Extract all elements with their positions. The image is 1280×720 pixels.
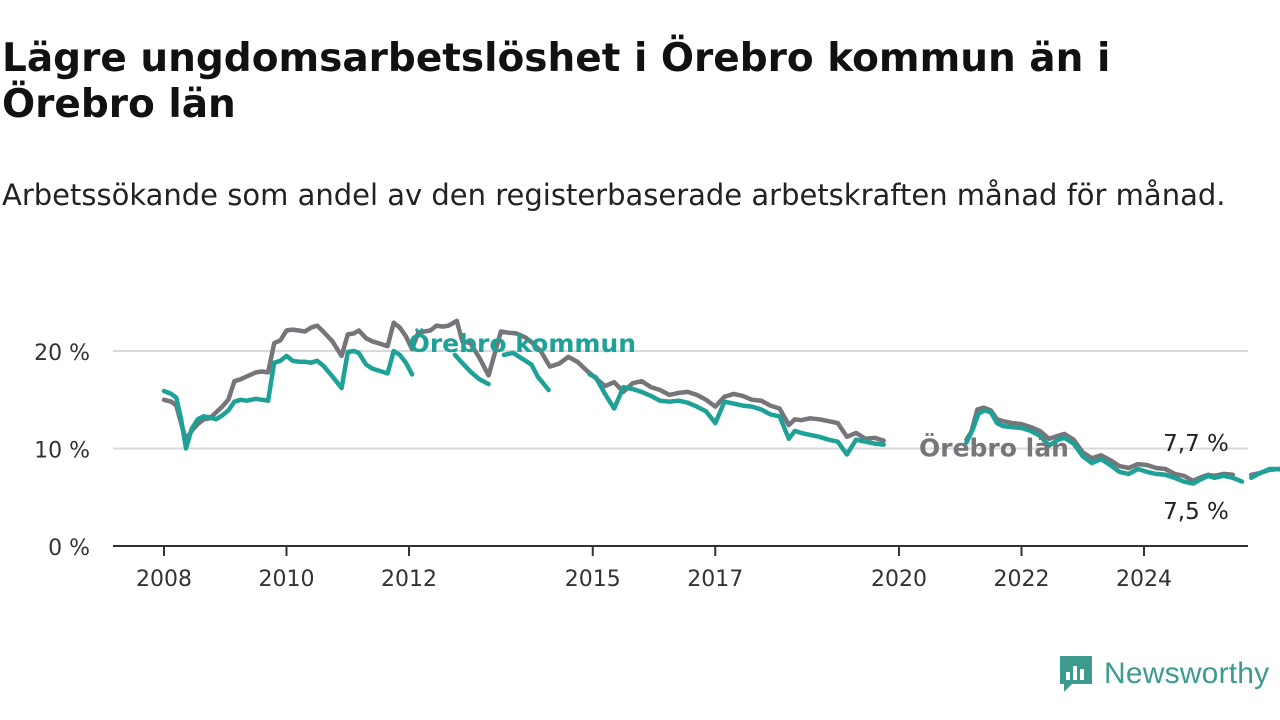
y-tick-label: 10 %: [34, 439, 90, 464]
end-label-kommun: 7,5 %: [1163, 499, 1229, 525]
x-tick-label: 2008: [136, 567, 192, 592]
series-label-lan: Örebro län: [919, 432, 1069, 462]
y-tick-label: 20 %: [34, 341, 90, 366]
series-line-kommun-3: [587, 372, 886, 457]
x-axis: 0 % 10 % 20 % 2008 2010 2012 2015 2017 2020 2022 2…: [34, 341, 1248, 592]
newsworthy-brand: Newsworthy: [1058, 654, 1269, 694]
x-tick-label: 2017: [687, 567, 743, 592]
x-tick-label: 2010: [259, 567, 315, 592]
x-tick-label: 2020: [871, 567, 927, 592]
series-lines: [161, 318, 1280, 486]
x-tick-label: 2015: [565, 567, 621, 592]
series-line-kommun-4: [964, 408, 1245, 486]
end-label-lan: 7,7 %: [1163, 431, 1229, 457]
y-tick-label: 0 %: [48, 536, 90, 561]
series-label-kommun: Örebro kommun: [409, 328, 636, 358]
x-tick-label: 2024: [1116, 567, 1172, 592]
series-line-lan-0: [161, 318, 886, 443]
x-tick-label: 2022: [994, 567, 1050, 592]
series-line-kommun-2: [501, 350, 551, 393]
series-line-kommun-5: [1248, 466, 1280, 481]
series-line-lan-1: [964, 405, 1236, 483]
chart-labels: 7,7 % 7,5 % Örebro kommun Örebro län: [409, 328, 1229, 525]
chart-title: Lägre ungdomsarbetslöshet i Örebro kommu…: [2, 36, 1111, 127]
series-line-kommun-1: [452, 352, 491, 387]
chart-subtitle: Arbetssökande som andel av den registerb…: [2, 178, 1226, 212]
gridlines: [113, 350, 1248, 450]
x-tick-label: 2012: [381, 567, 437, 592]
newsworthy-logo-icon: [1060, 656, 1092, 692]
series-line-kommun-0: [161, 348, 415, 451]
brand-name: Newsworthy: [1104, 657, 1270, 690]
